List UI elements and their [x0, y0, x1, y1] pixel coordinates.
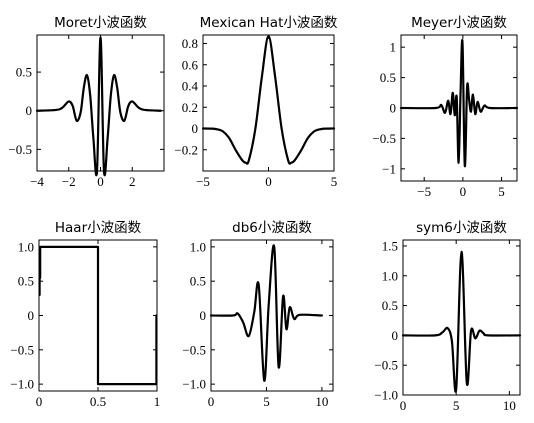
- chart-panel-2: Mexican Hat小波函数 −5 0 5 −0.2 0 0.2 0.4 0.6 0.8: [174, 15, 337, 189]
- x-tick-label: 0: [400, 398, 407, 413]
- x-tick-label: 5: [453, 398, 460, 413]
- y-tick-label: 0: [192, 121, 199, 136]
- x-tick-label: 0: [208, 394, 215, 409]
- chart-panel-5: db6小波函数 0 5 10 −1.0 −0.5 0 0.5 1.0: [182, 220, 334, 409]
- y-tick-label: 0: [28, 308, 35, 323]
- x-tick-label: 0: [36, 394, 43, 409]
- y-tick-label: 1.0: [382, 268, 398, 283]
- x-tick-label: 10: [315, 394, 328, 409]
- y-tick-label: 0.6: [182, 57, 199, 72]
- y-tick-label: −0.5: [10, 342, 34, 357]
- y-tick-label: 0.4: [182, 79, 199, 94]
- x-tick-label: 5: [498, 184, 505, 199]
- chart-title: Mexican Hat小波函数: [200, 15, 338, 31]
- wavelet-curve: [399, 39, 519, 167]
- y-tick-label: 0: [392, 328, 399, 343]
- chart-panel-1: Moret小波函数 −4 −2 0 2 −0.5 0 0.5: [8, 15, 165, 189]
- y-tick-label: 1.0: [190, 239, 206, 254]
- axis-frame: [202, 34, 335, 172]
- x-tick-label: 5: [331, 174, 338, 189]
- y-tick-label: 0.2: [182, 100, 198, 115]
- y-tick-label: 0.5: [382, 298, 398, 313]
- x-tick-label: 10: [503, 398, 516, 413]
- wavelet-curve: [201, 35, 336, 165]
- axis-frame: [402, 239, 521, 396]
- chart-title: Haar小波函数: [55, 220, 142, 236]
- y-tick-label: 0.8: [182, 36, 198, 51]
- chart-title: sym6小波函数: [416, 220, 507, 236]
- x-tick-label: −5: [417, 184, 431, 199]
- chart-panel-3: Meyer小波函数 −5 0 5 −1 −0.5 0 0.5 1: [372, 15, 519, 199]
- y-tick-label: 1: [390, 40, 397, 55]
- y-tick-label: −1.0: [182, 377, 206, 392]
- y-tick-label: 1.5: [382, 238, 398, 253]
- x-tick-label: 2: [129, 174, 136, 189]
- x-tick-label: 0: [460, 184, 467, 199]
- chart-title: Moret小波函数: [54, 15, 147, 31]
- y-tick-label: 1.0: [18, 239, 34, 254]
- x-tick-label: 0.5: [90, 394, 106, 409]
- y-tick-label: 0: [200, 308, 207, 323]
- wavelet-curve: [401, 250, 522, 393]
- y-tick-label: 0.5: [16, 65, 32, 80]
- x-tick-label: −4: [30, 174, 44, 189]
- y-tick-label: −0.5: [8, 142, 32, 157]
- x-tick-label: 5: [263, 394, 270, 409]
- x-tick-label: 0: [265, 174, 272, 189]
- y-tick-label: 0: [26, 103, 33, 118]
- x-tick-label: −5: [196, 174, 210, 189]
- y-tick-label: 0: [390, 101, 397, 116]
- y-tick-label: −0.5: [182, 342, 206, 357]
- y-tick-label: −0.5: [372, 131, 396, 146]
- x-tick-label: 0: [97, 174, 104, 189]
- y-tick-label: −1.0: [10, 377, 34, 392]
- chart-title: db6小波函数: [232, 220, 312, 236]
- wavelet-curve: [35, 36, 162, 177]
- y-tick-label: −1.0: [374, 388, 398, 403]
- y-tick-label: −1: [382, 161, 396, 176]
- y-tick-label: 0.5: [190, 274, 206, 289]
- wavelet-curve: [209, 244, 324, 382]
- chart-panel-4: Haar小波函数 0 0.5 1 −1.0 −0.5 0 0.5 1.0: [10, 220, 160, 409]
- y-tick-label: 0.5: [18, 274, 34, 289]
- y-tick-label: 0.5: [380, 70, 396, 85]
- x-tick-label: 1: [154, 394, 161, 409]
- chart-panel-6: sym6小波函数 0 5 10 −1.0 −0.5 0 0.5 1.0 1.5: [374, 220, 522, 413]
- y-tick-label: −0.5: [374, 358, 398, 373]
- x-tick-label: −2: [62, 174, 76, 189]
- y-tick-label: −0.2: [174, 142, 198, 157]
- wavelet-curve: [38, 245, 158, 386]
- chart-title: Meyer小波函数: [411, 15, 507, 31]
